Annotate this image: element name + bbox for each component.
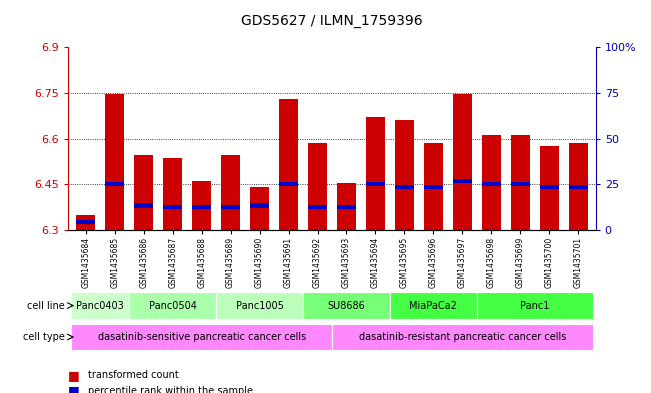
Bar: [482, 136, 501, 230]
Bar: [337, 205, 356, 209]
Bar: [134, 155, 153, 230]
Bar: [163, 205, 182, 209]
Bar: [569, 143, 588, 230]
Bar: [395, 185, 414, 189]
Bar: [424, 185, 443, 189]
Bar: [424, 143, 443, 230]
Bar: [511, 136, 530, 230]
Bar: [482, 182, 501, 186]
Text: Panc0504: Panc0504: [148, 301, 197, 310]
Bar: [453, 94, 472, 230]
Text: cell type: cell type: [23, 332, 65, 342]
Text: ■: ■: [68, 369, 80, 382]
Text: cell line: cell line: [27, 301, 65, 310]
Bar: [250, 187, 269, 230]
Bar: [308, 143, 327, 230]
Text: MiaPaCa2: MiaPaCa2: [409, 301, 458, 310]
Bar: [540, 146, 559, 230]
Bar: [250, 204, 269, 208]
Bar: [221, 155, 240, 230]
Bar: [279, 99, 298, 230]
Text: Panc1: Panc1: [520, 301, 549, 310]
Bar: [76, 220, 95, 224]
Text: GDS5627 / ILMN_1759396: GDS5627 / ILMN_1759396: [242, 13, 422, 28]
Text: dasatinib-sensitive pancreatic cancer cells: dasatinib-sensitive pancreatic cancer ce…: [98, 332, 306, 342]
Bar: [569, 185, 588, 189]
Bar: [129, 292, 216, 319]
Bar: [453, 179, 472, 183]
Text: SU8686: SU8686: [327, 301, 365, 310]
Bar: [134, 204, 153, 208]
Text: transformed count: transformed count: [88, 370, 178, 380]
Bar: [337, 183, 356, 230]
Text: percentile rank within the sample: percentile rank within the sample: [88, 386, 253, 393]
Bar: [76, 215, 95, 230]
Bar: [308, 205, 327, 209]
Bar: [71, 292, 129, 319]
Bar: [540, 185, 559, 189]
Bar: [303, 292, 390, 319]
Bar: [192, 181, 211, 230]
Bar: [163, 158, 182, 230]
Bar: [477, 292, 593, 319]
Text: dasatinib-resistant pancreatic cancer cells: dasatinib-resistant pancreatic cancer ce…: [359, 332, 566, 342]
Bar: [395, 120, 414, 230]
Bar: [366, 117, 385, 230]
Text: ■: ■: [68, 384, 80, 393]
Bar: [105, 94, 124, 230]
Bar: [366, 182, 385, 186]
Bar: [390, 292, 477, 319]
Bar: [192, 205, 211, 209]
Bar: [105, 182, 124, 186]
Bar: [216, 292, 303, 319]
Bar: [511, 182, 530, 186]
Bar: [279, 182, 298, 186]
Text: Panc1005: Panc1005: [236, 301, 284, 310]
Bar: [221, 205, 240, 209]
Bar: [71, 324, 332, 350]
Text: Panc0403: Panc0403: [76, 301, 124, 310]
Bar: [332, 324, 593, 350]
